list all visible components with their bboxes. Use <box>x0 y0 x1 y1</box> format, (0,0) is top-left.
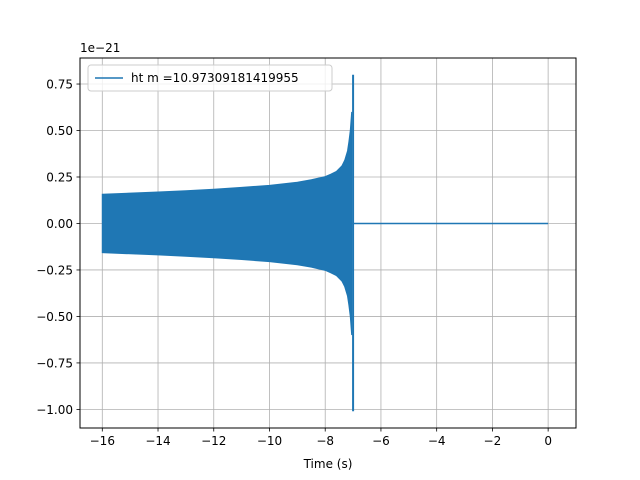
x-tick-label: −16 <box>90 434 115 448</box>
legend-label: ht m =10.97309181419955 <box>131 71 299 85</box>
x-tick-label: −6 <box>372 434 390 448</box>
plot-frame <box>79 57 577 429</box>
grid <box>80 58 576 428</box>
y-tick-label: 0.75 <box>46 78 73 92</box>
x-tick-label: −10 <box>257 434 282 448</box>
y-tick-label: −1.00 <box>36 403 73 417</box>
y-tick-label: 0.25 <box>46 170 73 184</box>
x-tick-label: −4 <box>428 434 446 448</box>
y-tick-label: −0.75 <box>36 356 73 370</box>
x-tick-label: −14 <box>145 434 170 448</box>
y-tick-label: 0.00 <box>46 217 73 231</box>
x-axis-title: Time (s) <box>303 457 353 471</box>
x-tick-label: −12 <box>201 434 226 448</box>
y-tick-label: 0.50 <box>46 124 73 138</box>
x-tick-label: −8 <box>316 434 334 448</box>
y-tick-label: −0.50 <box>36 310 73 324</box>
waveform-inspiral <box>101 111 353 336</box>
ticks: −16 −14 −12 −10 −8 −6 −4 −2 0 −1.00 −0.75 −0.50 −0.2… <box>36 78 552 448</box>
legend-box <box>87 64 333 92</box>
x-tick-label: −2 <box>484 434 502 448</box>
x-tick-label: 0 <box>544 434 552 448</box>
legend: ht m =10.97309181419955 <box>87 64 333 92</box>
y-offset-label: 1e−21 <box>80 41 120 55</box>
series-layer <box>101 74 549 412</box>
y-tick-label: −0.25 <box>36 263 73 277</box>
